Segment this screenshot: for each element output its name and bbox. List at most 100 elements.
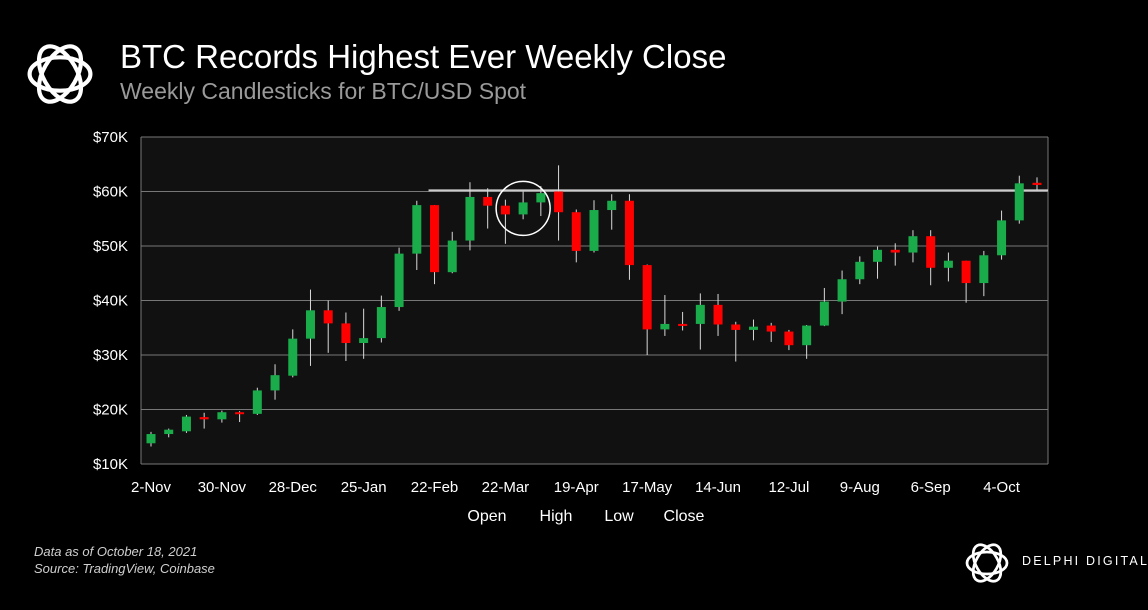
y-tick-label: $10K [93,456,128,473]
candles [146,165,1042,447]
x-tick-label: 12-Jul [768,479,809,496]
candle-body [181,416,191,432]
candle-body [819,301,829,326]
candle-5 [235,411,245,423]
y-tick-label: $60K [93,184,128,201]
candle-body [412,205,422,254]
candle-24 [571,209,581,263]
candle-body [571,212,581,251]
candle-body [252,390,262,414]
candle-body [483,196,493,206]
candle-body [908,236,918,253]
candle-36 [784,329,794,351]
legend-close: Close [664,508,705,525]
candle-body [624,200,634,266]
x-tick-label: 4-Oct [983,479,1021,496]
legend: Open High Low Close [467,508,704,525]
y-tick-label: $50K [93,238,128,255]
candle-18 [465,182,475,251]
candle-body [748,326,758,330]
candle-body [1014,183,1024,221]
candle-body [518,202,528,215]
y-tick-label: $70K [93,129,128,146]
candle-body [607,200,617,211]
x-axis: 2-Nov 30-Nov 28-Dec 25-Jan 22-Feb 22-Mar 19-Ap… [131,479,1021,496]
candle-27 [624,194,634,280]
candle-body [766,325,776,332]
candle-body [500,205,510,215]
candle-38 [819,287,829,327]
candle-body [359,338,369,344]
annotation-group [495,180,551,237]
candle-body [784,331,794,346]
candle-body [961,260,971,284]
candle-39 [837,270,847,315]
candle-42 [890,243,900,266]
delphi-logo-icon [27,44,93,104]
candle-12 [359,308,369,359]
candle-6 [252,387,262,415]
candle-body [642,265,652,330]
highlight-circle [495,180,551,237]
candle-body [270,375,280,391]
candle-2 [181,414,191,433]
footnote-date: Data as of October 18, 2021 [34,544,198,559]
candle-4 [217,410,227,423]
candle-8 [288,329,298,378]
candle-body [678,323,688,326]
candle-30 [678,311,688,331]
candle-37 [802,325,812,359]
candle-20 [500,199,510,244]
delphi-digital-logo-icon [965,543,1009,583]
candle-body [447,240,457,273]
candle-29 [660,295,670,336]
candle-49 [1014,175,1024,224]
candle-32 [713,293,723,336]
candle-15 [412,200,422,270]
candle-1 [164,428,174,438]
candle-13 [376,295,386,343]
candle-body [979,255,989,284]
candle-9 [305,289,315,366]
candle-41 [873,246,883,279]
candle-25 [589,200,599,253]
brand-name: DELPHI DIGITAL [1022,554,1148,568]
x-tick-label: 17-May [622,479,673,496]
candle-body [146,434,156,444]
candle-0 [146,431,156,447]
candle-26 [607,194,617,230]
candle-14 [394,247,404,311]
candle-10 [323,300,333,353]
candle-body [288,338,298,376]
candle-44 [926,230,936,286]
x-tick-label: 22-Mar [482,479,530,496]
page-title: BTC Records Highest Ever Weekly Close [120,38,727,75]
candle-body [341,323,351,344]
candle-body [660,323,670,330]
candle-body [713,304,723,325]
candle-body [465,196,475,241]
page-subtitle: Weekly Candlesticks for BTC/USD Spot [120,78,527,104]
candle-body [394,253,404,308]
candle-21 [518,191,528,220]
candle-48 [997,210,1007,260]
candle-33 [731,321,741,362]
candle-28 [642,264,652,355]
x-tick-label: 2-Nov [131,479,172,496]
candle-body [695,304,705,324]
candle-body [554,191,564,213]
x-tick-label: 19-Apr [554,479,599,496]
candle-3 [199,412,209,429]
candle-17 [447,231,457,274]
candle-40 [855,256,865,285]
y-axis: $10K $20K $30K $40K $50K $60K $70K [93,129,128,473]
y-tick-label: $20K [93,402,128,419]
candle-body [855,261,865,280]
candle-body [323,310,333,324]
candle-22 [536,186,546,217]
candle-body [536,193,546,203]
legend-open: Open [467,508,506,525]
footnote-source: Source: TradingView, Coinbase [34,561,215,576]
candle-body [217,412,227,420]
